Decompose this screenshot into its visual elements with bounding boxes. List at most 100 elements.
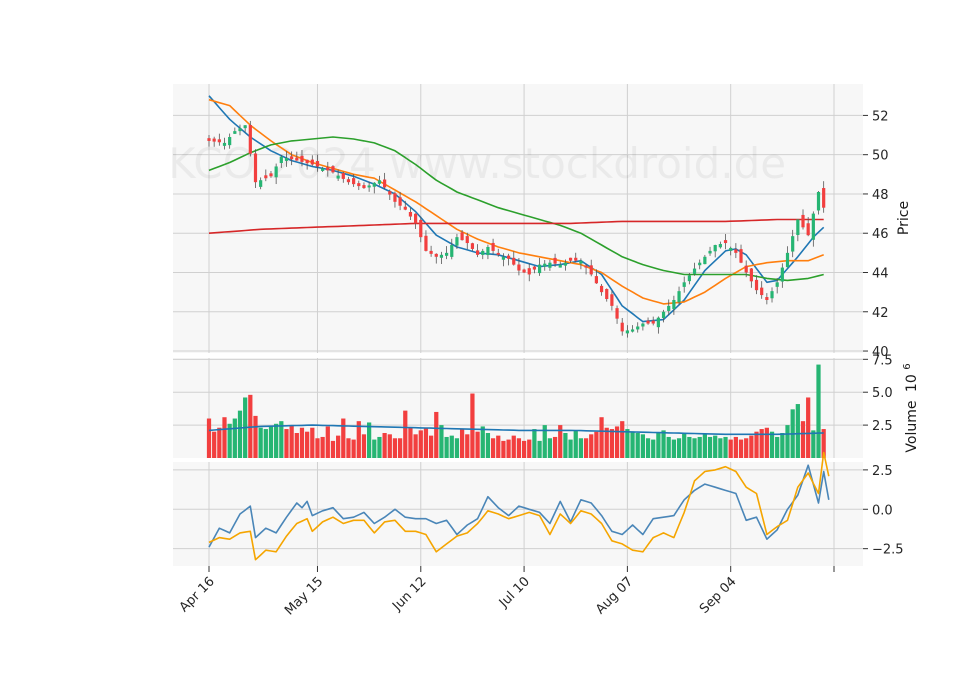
candle-body xyxy=(811,213,815,240)
volume-bar xyxy=(728,439,733,458)
candle-body xyxy=(636,326,640,330)
price-y-tick-label: 44 xyxy=(872,266,889,281)
volume-axis-label-exponent: 6 xyxy=(902,363,913,369)
candle xyxy=(584,263,588,275)
candle xyxy=(698,259,702,270)
volume-bar xyxy=(568,439,573,458)
volume-bar xyxy=(232,418,237,458)
candle xyxy=(419,216,423,243)
candle-body xyxy=(568,257,573,261)
candle xyxy=(429,245,433,257)
volume-bar xyxy=(733,436,738,458)
volume-bar xyxy=(764,427,769,458)
candle xyxy=(527,263,531,282)
volume-bar xyxy=(320,436,325,458)
candle-body xyxy=(465,236,469,244)
candle xyxy=(734,243,738,259)
candle-body xyxy=(532,266,537,270)
candle xyxy=(439,251,444,265)
candle-body xyxy=(713,245,717,252)
candle-body xyxy=(321,168,325,171)
volume-bar xyxy=(769,431,775,458)
candle-body xyxy=(822,188,826,208)
x-tick-label: Jun 12 xyxy=(389,574,429,614)
volume-bar xyxy=(428,435,434,458)
candle-body xyxy=(739,249,743,263)
candle-body xyxy=(372,182,376,187)
volume-bar xyxy=(268,426,274,458)
candle-body xyxy=(222,142,227,146)
volume-bar xyxy=(521,440,527,458)
candle-body xyxy=(729,247,733,251)
candle xyxy=(661,309,666,323)
candle xyxy=(605,288,609,302)
candle xyxy=(284,151,289,167)
candle-body xyxy=(455,237,459,246)
candle xyxy=(641,322,645,331)
candle xyxy=(537,257,542,276)
candle-body xyxy=(770,291,774,299)
volume-bar xyxy=(656,433,661,458)
candle xyxy=(238,124,242,136)
volume-bar xyxy=(341,418,346,458)
candle xyxy=(486,244,490,260)
volume-bar xyxy=(573,430,578,458)
candle xyxy=(398,191,402,211)
price-y-tick-label: 48 xyxy=(872,188,889,203)
candle xyxy=(383,172,387,190)
volume-bar xyxy=(552,436,558,458)
volume-bar xyxy=(800,421,806,458)
volume-bar xyxy=(780,433,785,458)
candle-body xyxy=(527,268,531,275)
volume-bar xyxy=(707,436,713,458)
candle xyxy=(455,233,459,250)
candle-body xyxy=(486,246,490,256)
candle xyxy=(424,230,428,252)
volume-bar xyxy=(604,427,609,458)
candle-body xyxy=(470,243,475,249)
candle xyxy=(481,248,485,260)
volume-bar xyxy=(227,423,232,458)
volume-axis-label: Volume 10 6 xyxy=(902,363,920,452)
volume-bar xyxy=(408,427,413,458)
candle-body xyxy=(290,156,294,160)
candle xyxy=(760,281,764,299)
candle xyxy=(300,149,304,167)
candle xyxy=(222,137,227,150)
volume-bar xyxy=(744,438,749,458)
volume-bar xyxy=(687,436,692,458)
candle-body xyxy=(253,153,258,183)
candle-body xyxy=(460,232,464,241)
candle-body xyxy=(796,219,800,235)
volume-bar xyxy=(527,439,532,458)
candle xyxy=(765,293,769,305)
candle-body xyxy=(775,282,779,287)
candle xyxy=(274,163,278,185)
candle-body xyxy=(424,235,428,251)
candle-body xyxy=(434,253,438,257)
volume-bar xyxy=(403,410,408,458)
volume-bar xyxy=(279,421,284,458)
candle-body xyxy=(517,264,521,271)
volume-bar xyxy=(418,430,423,458)
candle xyxy=(264,169,268,182)
candle-body xyxy=(780,267,784,282)
candle-body xyxy=(475,250,480,255)
volume-bar xyxy=(599,417,604,458)
candle-body xyxy=(574,257,578,261)
candle xyxy=(553,253,557,267)
candle-body xyxy=(791,236,795,252)
candle xyxy=(352,174,356,187)
volume-bar xyxy=(501,440,506,458)
candle-body xyxy=(274,166,278,178)
candle-body xyxy=(310,159,314,165)
volume-bar xyxy=(816,364,821,458)
candle xyxy=(408,207,413,220)
candle-body xyxy=(362,185,366,189)
candle-body xyxy=(341,173,345,179)
candle-body xyxy=(765,297,769,300)
candle-body xyxy=(760,287,764,296)
candle xyxy=(414,213,418,229)
volume-bar xyxy=(480,426,485,458)
